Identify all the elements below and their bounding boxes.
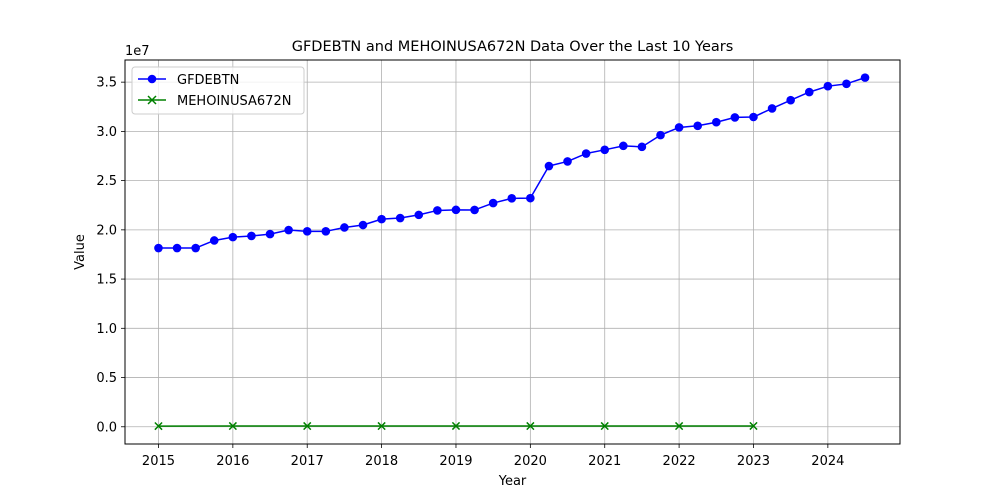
data-point-gfdebtn bbox=[656, 130, 665, 140]
data-point-gfdebtn bbox=[637, 142, 647, 152]
y-tick-label: 2.0 bbox=[96, 223, 117, 238]
data-point-mehoinusa672n bbox=[451, 421, 461, 431]
data-point-gfdebtn bbox=[842, 79, 851, 89]
y-axis-label: Value bbox=[73, 234, 88, 270]
data-point-gfdebtn bbox=[451, 205, 461, 215]
legend-box bbox=[131, 66, 305, 115]
data-point-gfdebtn bbox=[358, 220, 368, 230]
plot-frame bbox=[124, 59, 901, 445]
x-tick-label: 2019 bbox=[439, 454, 472, 469]
data-point-gfdebtn bbox=[209, 236, 219, 245]
y-tick-label: 2.5 bbox=[96, 174, 117, 189]
x-tick-label: 2018 bbox=[365, 454, 398, 469]
data-point-mehoinusa672n bbox=[377, 421, 386, 431]
legend-marker-mehoinusa672n bbox=[147, 95, 157, 105]
data-point-mehoinusa672n bbox=[228, 421, 237, 431]
data-point-gfdebtn bbox=[488, 198, 498, 208]
data-point-gfdebtn bbox=[172, 243, 182, 253]
y-tick-label: 3.0 bbox=[96, 125, 117, 140]
data-point-gfdebtn bbox=[767, 104, 777, 113]
x-tick-label: 2022 bbox=[663, 454, 696, 469]
data-point-gfdebtn bbox=[581, 149, 591, 158]
y-tick-label: 1.5 bbox=[96, 273, 117, 288]
x-tick-label: 2020 bbox=[514, 454, 547, 469]
data-point-gfdebtn bbox=[563, 157, 572, 166]
y-axis-ticks: 0.0 0.5 1.0 1.5 2.0 2.5 3.0 3.5 bbox=[96, 76, 125, 435]
data-point-gfdebtn bbox=[284, 225, 293, 235]
plot-series bbox=[154, 73, 870, 431]
data-point-gfdebtn bbox=[619, 141, 628, 151]
y-tick-label: 3.5 bbox=[96, 76, 117, 91]
x-axis-ticks: 2015 2016 2017 2018 2019 2020 2021 2022 2023 2024 bbox=[142, 444, 844, 469]
data-point-gfdebtn bbox=[265, 229, 275, 239]
y-tick-label: 0.0 bbox=[96, 420, 117, 435]
chart-title: GFDEBTN and MEHOINUSA672N Data Over the … bbox=[292, 39, 734, 55]
data-point-gfdebtn bbox=[321, 227, 331, 236]
data-point-gfdebtn bbox=[228, 232, 238, 242]
data-point-gfdebtn bbox=[786, 95, 795, 105]
data-point-gfdebtn bbox=[860, 73, 870, 82]
x-tick-label: 2017 bbox=[291, 454, 324, 469]
data-point-gfdebtn bbox=[377, 214, 386, 224]
y-offset-label: 1e7 bbox=[125, 44, 150, 59]
x-tick-label: 2021 bbox=[588, 454, 621, 469]
data-point-mehoinusa672n bbox=[749, 421, 758, 431]
data-point-mehoinusa672n bbox=[154, 421, 163, 431]
data-point-mehoinusa672n bbox=[674, 421, 684, 431]
data-point-gfdebtn bbox=[600, 145, 610, 155]
data-point-gfdebtn bbox=[544, 161, 554, 171]
data-point-gfdebtn bbox=[823, 81, 833, 91]
x-tick-label: 2024 bbox=[811, 454, 844, 469]
legend-marker-gfdebtn bbox=[147, 74, 157, 84]
data-point-gfdebtn bbox=[191, 243, 200, 253]
data-point-mehoinusa672n bbox=[303, 421, 312, 431]
x-tick-label: 2023 bbox=[737, 454, 770, 469]
data-point-mehoinusa672n bbox=[600, 421, 609, 431]
data-point-mehoinusa672n bbox=[526, 421, 535, 431]
data-point-gfdebtn bbox=[711, 117, 721, 127]
data-point-gfdebtn bbox=[433, 206, 442, 215]
data-point-gfdebtn bbox=[507, 194, 517, 203]
data-point-gfdebtn bbox=[749, 112, 758, 122]
data-point-gfdebtn bbox=[693, 121, 702, 131]
x-tick-label: 2015 bbox=[142, 454, 175, 469]
legend: GFDEBTN MEHOINUSA672N bbox=[131, 66, 305, 115]
data-point-gfdebtn bbox=[730, 113, 740, 122]
data-point-gfdebtn bbox=[247, 231, 256, 241]
data-point-gfdebtn bbox=[526, 193, 535, 203]
data-point-gfdebtn bbox=[395, 213, 405, 223]
data-point-gfdebtn bbox=[414, 210, 424, 220]
data-point-gfdebtn bbox=[340, 223, 349, 232]
data-point-gfdebtn bbox=[154, 243, 163, 253]
data-point-gfdebtn bbox=[674, 123, 684, 132]
x-axis-label: Year bbox=[498, 474, 527, 489]
y-tick-label: 0.5 bbox=[96, 371, 117, 386]
y-tick-label: 1.0 bbox=[96, 322, 117, 337]
data-point-gfdebtn bbox=[470, 205, 479, 215]
data-point-gfdebtn bbox=[302, 227, 312, 236]
legend-label-gfdebtn: GFDEBTN bbox=[177, 73, 239, 88]
data-point-gfdebtn bbox=[804, 87, 814, 97]
x-tick-label: 2016 bbox=[216, 454, 249, 469]
legend-label-mehoinusa672n: MEHOINUSA672N bbox=[177, 94, 291, 109]
